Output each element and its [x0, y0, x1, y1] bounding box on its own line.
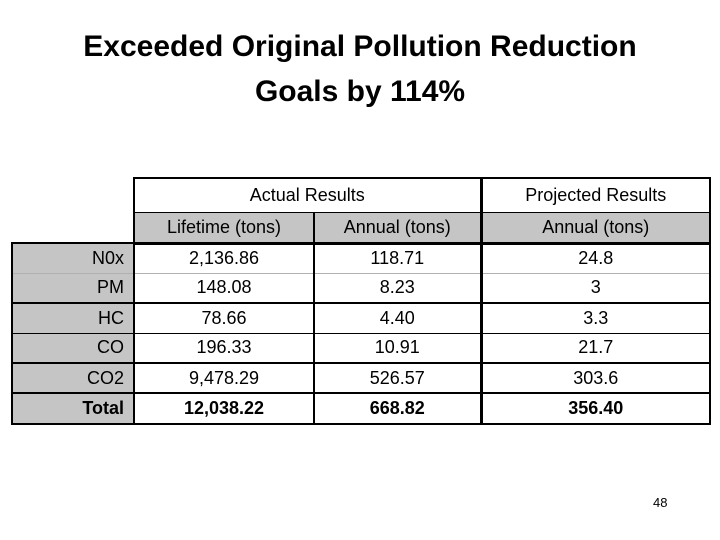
cell-lifetime: 148.08 [133, 273, 314, 304]
header-spacer-cell [12, 178, 134, 212]
table-row-co: CO 196.33 10.91 21.7 [11, 333, 711, 364]
header-spacer-cell [12, 212, 134, 243]
table-row-total: Total 12,038.22 668.82 356.40 [11, 393, 711, 425]
cell-annual: 10.91 [313, 333, 481, 364]
cell-lifetime: 196.33 [133, 333, 314, 364]
col-header-lifetime-tons: Lifetime (tons) [133, 212, 314, 245]
cell-projected-annual: 356.40 [479, 393, 711, 425]
table-row-hc: HC 78.66 4.40 3.3 [11, 303, 711, 334]
table-row-pm: PM 148.08 8.23 3 [11, 273, 711, 304]
row-label: PM [11, 273, 134, 304]
row-label: CO2 [11, 363, 134, 394]
cell-projected-annual: 3 [479, 273, 711, 304]
table-row-co2: CO2 9,478.29 526.57 303.6 [11, 363, 711, 394]
cell-annual: 668.82 [313, 393, 481, 425]
col-header-projected-annual-tons: Annual (tons) [479, 212, 711, 245]
row-label: HC [11, 303, 134, 334]
page-number: 48 [653, 495, 668, 510]
cell-annual: 118.71 [313, 243, 481, 274]
cell-projected-annual: 303.6 [479, 363, 711, 394]
cell-lifetime: 9,478.29 [133, 363, 314, 394]
slide-title: Exceeded Original Pollution Reduction Go… [0, 24, 720, 114]
table-row-n0x: N0x 2,136.86 118.71 24.8 [11, 242, 711, 274]
cell-projected-annual: 21.7 [479, 333, 711, 364]
cell-projected-annual: 3.3 [479, 303, 711, 334]
cell-lifetime: 78.66 [133, 303, 314, 334]
pollution-results-table: Actual Results Projected Results Lifetim… [11, 177, 711, 425]
column-header-row: Lifetime (tons) Annual (tons) Annual (to… [12, 212, 711, 245]
cell-lifetime: 12,038.22 [133, 393, 314, 425]
group-header-row: Actual Results Projected Results [12, 177, 711, 213]
cell-lifetime: 2,136.86 [133, 243, 314, 274]
row-label: N0x [11, 242, 134, 274]
cell-projected-annual: 24.8 [479, 243, 711, 274]
row-label: CO [11, 333, 134, 364]
slide-title-line-1: Exceeded Original Pollution Reduction [83, 30, 637, 63]
slide-title-line-2: Goals by 114% [254, 75, 466, 108]
cell-annual: 4.40 [313, 303, 481, 334]
cell-annual: 526.57 [313, 363, 481, 394]
actual-results-header: Actual Results [133, 177, 481, 213]
cell-annual: 8.23 [313, 273, 481, 304]
projected-results-header: Projected Results [479, 177, 711, 213]
row-label: Total [11, 393, 134, 425]
col-header-annual-tons: Annual (tons) [313, 212, 481, 245]
